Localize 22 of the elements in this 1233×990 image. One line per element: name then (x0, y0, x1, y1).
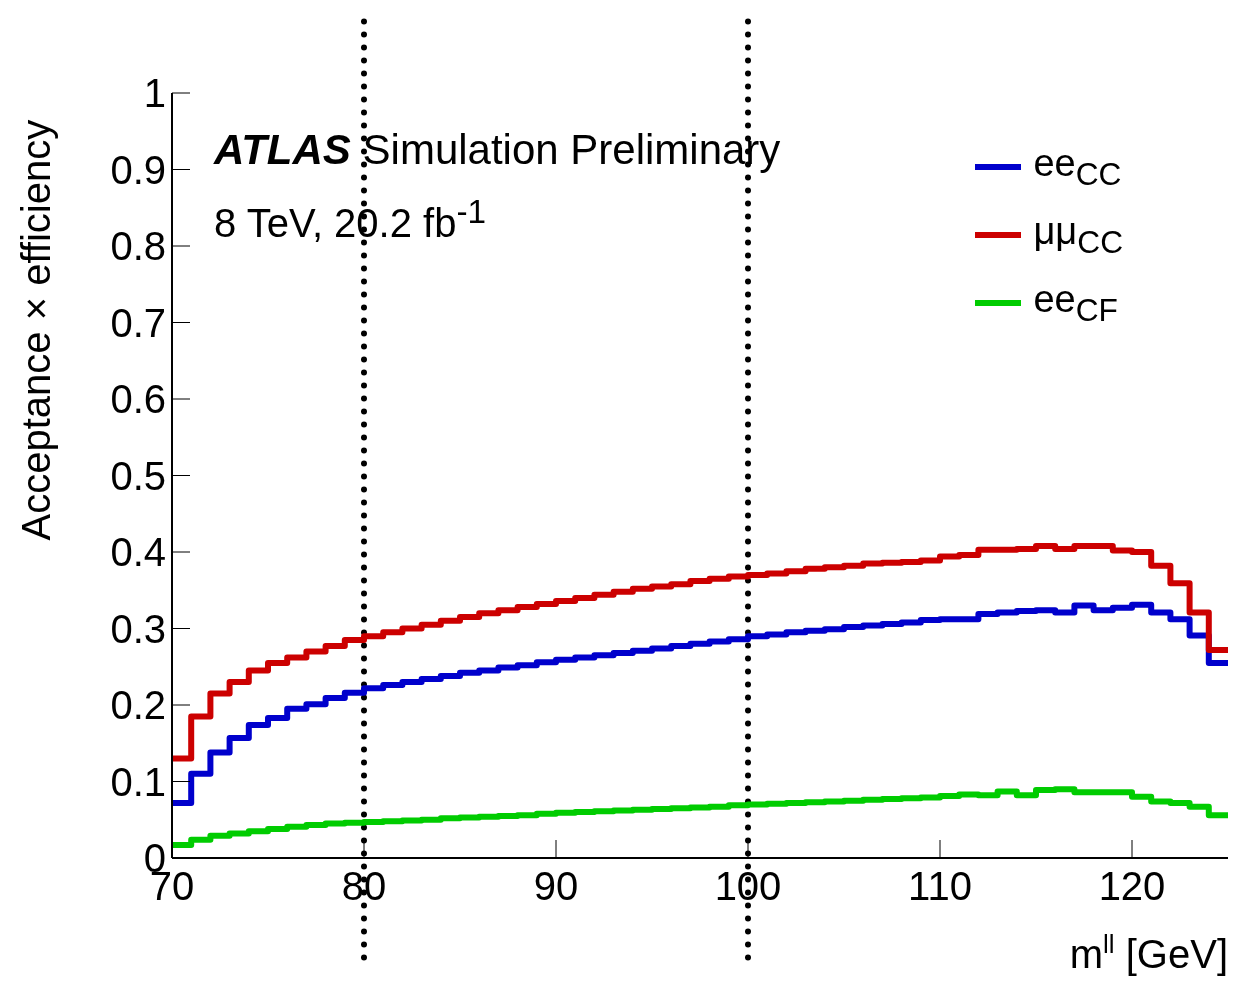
x-tick-label: 90 (533, 864, 579, 909)
y-tick-label: 0.8 (110, 224, 166, 269)
y-tick-label: 0.2 (110, 683, 166, 728)
y-tick-label: 0.7 (110, 300, 166, 345)
x-tick-label: 80 (341, 864, 387, 909)
legend-label: ee$_{CC}$ (1033, 141, 1122, 193)
x-tick-label: 100 (714, 864, 782, 909)
y-axis-title: Acceptance × efficiency (14, 119, 58, 541)
text: ATLAS Simulation Preliminary (214, 126, 781, 173)
x-axis-title: m$^{ll}$ [GeV] (1069, 929, 1228, 976)
x-tick-label: 120 (1098, 864, 1166, 909)
y-tick-label: 0.1 (110, 759, 166, 804)
legend-label: μμ$_{CC}$ (1033, 209, 1123, 261)
y-tick-label: 0.6 (110, 377, 166, 422)
x-tick-label: 110 (908, 864, 972, 909)
y-tick-label: 0.5 (110, 453, 166, 498)
y-tick-label: 0.9 (110, 147, 166, 192)
text: 8 TeV, 20.2 fb$^{-1}$ (214, 192, 487, 248)
y-tick-label: 0.3 (110, 606, 166, 651)
legend-label: ee$_{CF}$ (1033, 277, 1118, 329)
y-tick-label: 1 (143, 71, 166, 116)
y-tick-label: 0.4 (110, 530, 166, 575)
